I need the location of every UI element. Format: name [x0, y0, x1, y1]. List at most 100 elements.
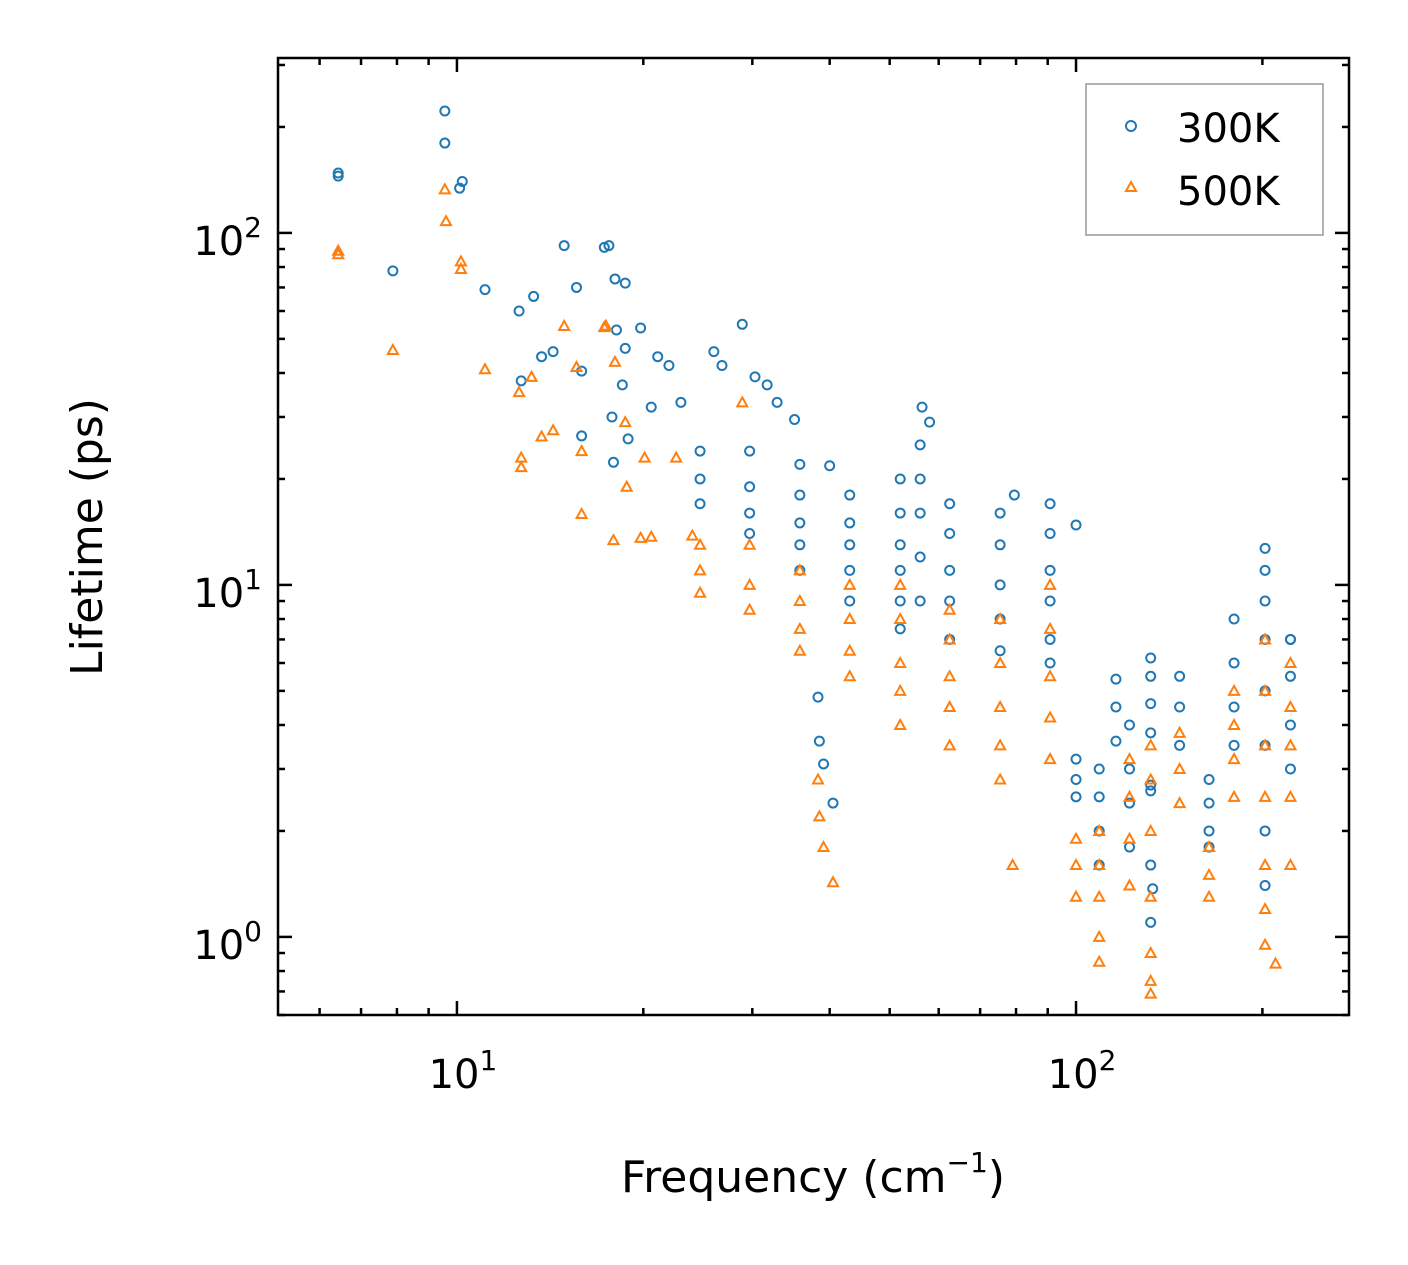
point-300k: [1228, 613, 1240, 625]
point-300k: [1145, 698, 1157, 710]
point-500k: [1043, 577, 1057, 590]
point-300k: [616, 379, 628, 391]
point-300k: [619, 277, 631, 289]
point-500k: [816, 839, 831, 853]
point-500k: [1143, 973, 1158, 986]
point-500k: [1172, 725, 1187, 738]
point-300k: [812, 691, 824, 703]
point-500k: [1258, 683, 1272, 696]
point-300k: [571, 281, 583, 293]
point-300k: [894, 564, 906, 576]
point-300k: [744, 481, 756, 493]
x-axis-label: Frequency (cm−1): [621, 1146, 1005, 1203]
point-300k: [609, 273, 621, 285]
point-500k: [331, 247, 345, 260]
point-300k: [708, 346, 720, 358]
point-300k: [794, 489, 806, 501]
point-300k: [716, 360, 728, 372]
point-500k: [1202, 867, 1216, 880]
point-300k: [536, 351, 548, 363]
point-500k: [1202, 839, 1216, 853]
legend-label-300k: 300K: [1177, 106, 1281, 152]
point-500k: [1143, 889, 1158, 902]
legend: 300K 500K: [1085, 83, 1324, 236]
point-300k: [994, 645, 1006, 657]
y-tick-label: 100: [193, 915, 262, 969]
point-500k: [1227, 683, 1241, 696]
point-300k: [1124, 797, 1136, 809]
point-500k: [1043, 752, 1057, 765]
point-500k: [1143, 823, 1158, 836]
point-500k: [735, 395, 749, 408]
point-300k: [635, 322, 647, 334]
point-500k: [993, 772, 1007, 785]
point-500k: [993, 699, 1007, 712]
point-300k: [894, 473, 906, 485]
point-300k: [694, 445, 706, 457]
point-300k: [1044, 564, 1056, 576]
point-500k: [793, 593, 807, 607]
point-500k: [793, 621, 807, 634]
point-300k: [1203, 774, 1215, 786]
point-500k: [557, 318, 571, 331]
point-300k: [914, 551, 926, 563]
point-500k: [742, 537, 757, 550]
point-500k: [618, 415, 632, 428]
point-300k: [894, 539, 906, 551]
point-500k: [993, 655, 1007, 669]
point-500k: [1283, 738, 1298, 751]
legend-marker-500k: [1124, 179, 1138, 192]
point-300k: [916, 401, 928, 413]
point-500k: [386, 342, 400, 355]
point-300k: [1284, 763, 1296, 775]
point-500k: [843, 611, 857, 625]
point-300k: [622, 433, 634, 445]
y-tick-label: 101: [193, 563, 262, 617]
point-300k: [1284, 633, 1296, 645]
point-500k: [942, 699, 957, 712]
point-300k: [894, 623, 906, 635]
point-300k: [744, 527, 756, 539]
point-500k: [693, 585, 707, 598]
point-300k: [1124, 841, 1136, 853]
point-300k: [1145, 859, 1157, 871]
point-500k: [893, 683, 907, 696]
point-300k: [1110, 673, 1122, 685]
point-300k: [1259, 825, 1271, 837]
point-300k: [1259, 564, 1271, 576]
point-500k: [1069, 858, 1083, 871]
point-500k: [1202, 889, 1216, 902]
point-500k: [546, 423, 560, 436]
point-300k: [1145, 916, 1157, 928]
point-500k: [893, 577, 907, 590]
point-300k: [1070, 791, 1082, 803]
point-500k: [942, 602, 957, 615]
point-300k: [603, 240, 615, 252]
point-300k: [456, 175, 468, 187]
point-300k: [1124, 763, 1136, 775]
point-500k: [1043, 621, 1057, 634]
point-300k: [610, 324, 622, 336]
point-300k: [1093, 763, 1105, 775]
point-300k: [744, 507, 756, 519]
point-300k: [794, 539, 806, 551]
point-500k: [599, 318, 613, 331]
point-300k: [1145, 727, 1157, 739]
point-300k: [694, 473, 706, 485]
point-300k: [439, 137, 451, 149]
point-300k: [513, 305, 525, 317]
point-300k: [844, 539, 856, 551]
point-300k: [944, 498, 956, 510]
point-500k: [843, 669, 857, 682]
point-300k: [1259, 879, 1271, 891]
point-300k: [894, 595, 906, 607]
point-300k: [1044, 657, 1056, 669]
data-points: [331, 105, 1298, 999]
point-500k: [454, 261, 468, 274]
point-300k: [1203, 825, 1215, 837]
point-300k: [749, 371, 761, 383]
point-500k: [1258, 901, 1272, 915]
axis-ticks: [278, 58, 1349, 1017]
point-500k: [1227, 752, 1241, 765]
point-500k: [438, 182, 452, 195]
